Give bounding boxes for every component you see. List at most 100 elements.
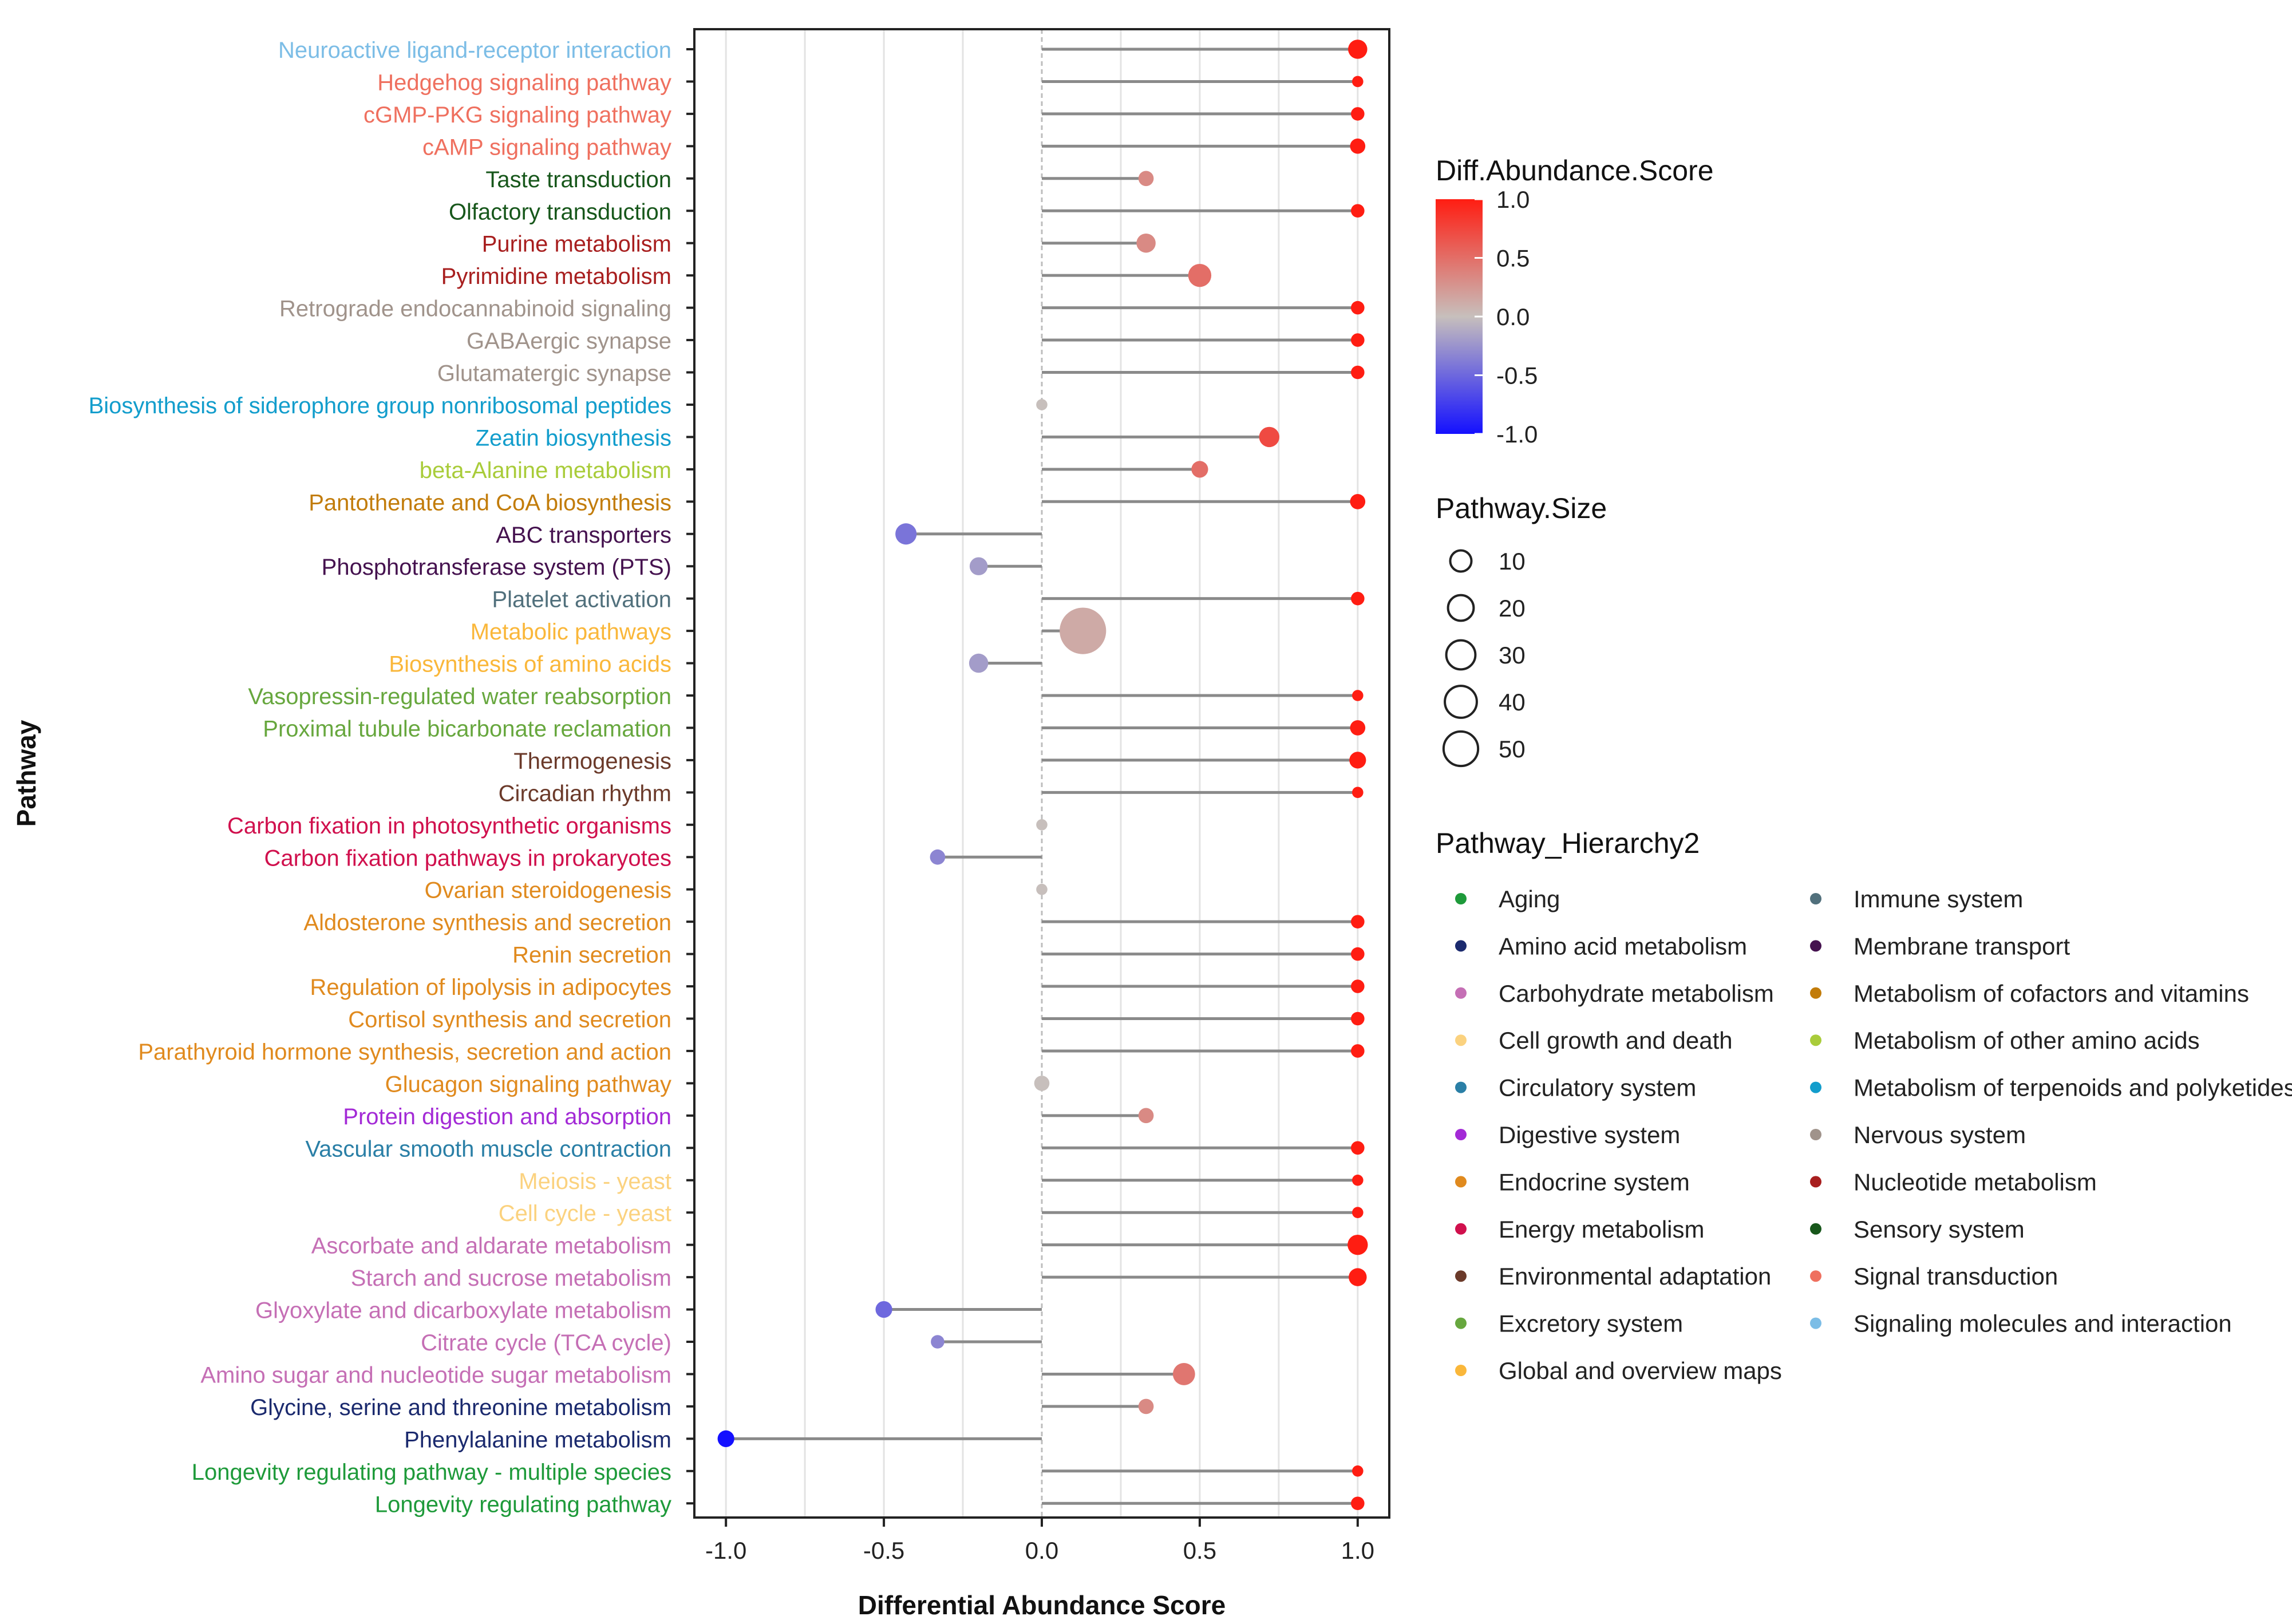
y-tick-label: Protein digestion and absorption	[343, 1104, 671, 1129]
category-legend-label: Environmental adaptation	[1499, 1263, 1771, 1290]
legend-pathway-hierarchy: Pathway_Hierarchy2 Aging Amino acid metab…	[1436, 827, 2292, 1384]
x-tick-label: -1.0	[705, 1537, 746, 1564]
y-tick-label: Pantothenate and CoA biosynthesis	[309, 490, 671, 515]
legend-pathway-size: Pathway.Size 10 20 30 40 50	[1436, 492, 1607, 768]
lollipop-dot	[1351, 1496, 1365, 1511]
lollipop-dot	[1348, 39, 1368, 59]
lollipop-dot	[1347, 1234, 1368, 1255]
lollipop-dot	[1350, 720, 1366, 736]
category-legend-label: Immune system	[1854, 886, 2023, 912]
lollipop-dot	[1352, 1207, 1364, 1218]
y-tick-label: Metabolic pathways	[471, 619, 671, 645]
lollipop-dot	[1172, 1363, 1195, 1385]
y-tick-label: ABC transporters	[496, 523, 671, 548]
legend-size-title: Pathway.Size	[1436, 492, 1607, 524]
lollipop-dot	[1351, 333, 1365, 347]
lollipop-dot	[1349, 752, 1366, 769]
lollipop-dot	[931, 1335, 945, 1349]
lollipop-dot	[1351, 365, 1365, 380]
y-tick-label: Amino sugar and nucleotide sugar metabol…	[200, 1362, 671, 1388]
y-tick-label: Starch and sucrose metabolism	[351, 1266, 671, 1291]
category-legend-dot	[1455, 1317, 1467, 1329]
category-legend-dot	[1455, 987, 1467, 999]
y-tick-label: Carbon fixation in photosynthetic organi…	[227, 813, 671, 839]
x-tick-label: 0.5	[1183, 1537, 1216, 1564]
y-tick-label: Hedgehog signaling pathway	[377, 70, 671, 95]
y-tick-label: Biosynthesis of amino acids	[389, 652, 671, 677]
category-legend-label: Sensory system	[1854, 1216, 2025, 1243]
y-tick-label: Regulation of lipolysis in adipocytes	[310, 975, 671, 1000]
category-legend-label: Nucleotide metabolism	[1854, 1168, 2097, 1195]
size-legend-label: 10	[1499, 548, 1526, 575]
y-tick-label: Phosphotransferase system (PTS)	[322, 555, 671, 580]
category-legend-dot	[1455, 1223, 1467, 1235]
y-tick-label: Vascular smooth muscle contraction	[305, 1136, 671, 1161]
lollipop-dot	[1350, 493, 1366, 509]
lollipop-dot	[1036, 883, 1048, 895]
size-legend-label: 30	[1499, 642, 1526, 669]
y-tick-label: Meiosis - yeast	[519, 1169, 671, 1194]
category-legend-label: Digestive system	[1499, 1121, 1680, 1148]
x-tick-label: 0.0	[1025, 1537, 1058, 1564]
category-legend-dot	[1810, 1270, 1821, 1282]
y-axis-title: Pathway	[11, 720, 41, 827]
category-legend-label: Signal transduction	[1854, 1263, 2058, 1290]
lollipop-dot	[930, 849, 946, 865]
category-legend-dot	[1455, 893, 1467, 904]
y-tick-label: beta-Alanine metabolism	[420, 458, 671, 483]
y-tick-label: Zeatin biosynthesis	[476, 425, 671, 451]
category-legend-label: Amino acid metabolism	[1499, 932, 1747, 959]
size-legend-label: 50	[1499, 736, 1526, 762]
category-legend-dot	[1455, 1034, 1467, 1046]
color-bar-label: 1.0	[1496, 186, 1530, 213]
lollipop-dot	[717, 1430, 734, 1447]
lollipop-dots	[717, 39, 1368, 1511]
y-tick-label: GABAergic synapse	[467, 329, 671, 354]
y-tick-label: Circadian rhythm	[499, 781, 671, 806]
category-legend-dot	[1455, 1081, 1467, 1093]
y-tick-label: Proximal tubule bicarbonate reclamation	[263, 716, 671, 741]
color-bar-label: 0.5	[1496, 245, 1530, 272]
lollipop-dot	[1138, 1108, 1154, 1124]
y-tick-label: Vasopressin-regulated water reabsorption	[248, 684, 671, 709]
y-tick-label: Carbon fixation pathways in prokaryotes	[264, 845, 671, 871]
y-tick-label: Citrate cycle (TCA cycle)	[421, 1330, 671, 1356]
lollipop-dot	[1350, 139, 1366, 154]
y-tick-label: Longevity regulating pathway - multiple …	[192, 1460, 671, 1485]
lollipop-dot	[1138, 1398, 1154, 1414]
lollipop-dot	[1352, 76, 1364, 88]
lollipop-dot	[1036, 819, 1048, 831]
lollipop-dot	[1352, 787, 1364, 799]
lollipop-dot	[1036, 399, 1048, 410]
y-tick-label: Longevity regulating pathway	[375, 1492, 671, 1517]
size-legend-circle	[1447, 594, 1475, 622]
y-tick-label: Biosynthesis of siderophore group nonrib…	[89, 393, 671, 418]
category-legend-dot	[1810, 893, 1821, 904]
size-legend-circle	[1442, 730, 1480, 768]
lollipop-dot	[1138, 171, 1154, 187]
lollipop-dot	[1034, 1076, 1050, 1091]
lollipop-dot	[1351, 301, 1365, 315]
lollipop-dot	[1060, 607, 1107, 654]
y-tick-label: Glutamatergic synapse	[437, 361, 671, 386]
y-tick-label: Platelet activation	[492, 587, 671, 613]
category-legend-dot	[1810, 1317, 1821, 1329]
lollipop-dot	[1351, 947, 1365, 961]
x-axis-ticks: -1.0 -0.5 0.0 0.5 1.0	[705, 1518, 1374, 1564]
y-tick-label: Olfactory transduction	[449, 199, 671, 224]
category-legend-dot	[1810, 1129, 1821, 1140]
category-legend-label: Circulatory system	[1499, 1074, 1696, 1101]
lollipop-dot	[1351, 204, 1365, 218]
y-tick-label: Retrograde endocannabinoid signaling	[279, 297, 671, 322]
category-legend-dot	[1810, 1034, 1821, 1046]
lollipop-dot	[1352, 1465, 1364, 1477]
lollipop-dot	[1351, 1141, 1365, 1155]
lollipop-dot	[1191, 461, 1208, 478]
category-legend-label: Carbohydrate metabolism	[1499, 980, 1774, 1007]
legend-diff-abundance-score: Diff.Abundance.Score 1.0 0.5 0.0 -0.5 -1.0	[1436, 155, 1714, 448]
lollipop-dot	[1352, 690, 1364, 701]
category-legend-label: Metabolism of other amino acids	[1854, 1027, 2200, 1054]
lollipop-dot	[1351, 1044, 1365, 1058]
